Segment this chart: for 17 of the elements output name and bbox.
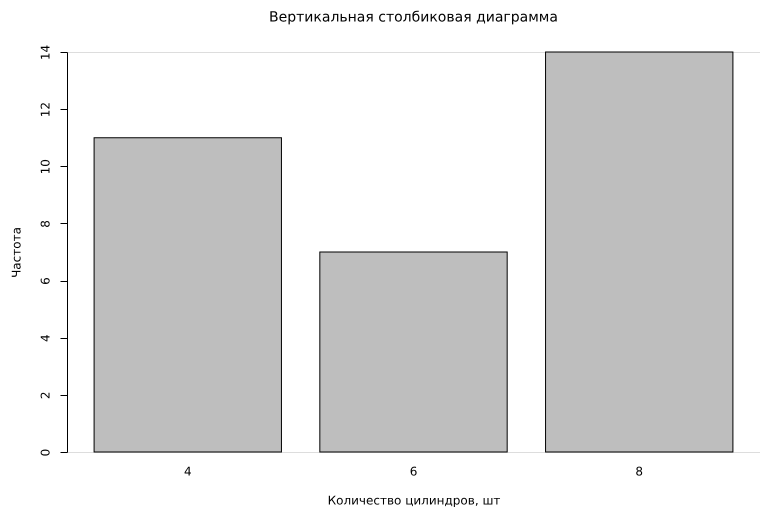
y-tick-label: 12 (38, 102, 52, 118)
y-tick-label: 14 (38, 44, 52, 60)
x-tick-label: 6 (410, 464, 418, 478)
y-tick-label: 8 (38, 220, 52, 228)
y-tick-label: 0 (38, 448, 52, 456)
y-tick-label: 10 (38, 159, 52, 174)
y-tick-label: 4 (38, 334, 52, 342)
y-tick-label: 6 (38, 277, 52, 285)
x-axis-title: Количество цилиндров, шт (328, 494, 500, 508)
y-tick-label: 2 (38, 392, 52, 400)
bar (94, 137, 282, 452)
x-tick-label: 8 (635, 464, 644, 478)
chart-title: Вертикальная столбиковая диаграмма (269, 9, 558, 26)
bar (545, 52, 734, 452)
bar (319, 252, 508, 452)
y-axis-title: Частота (10, 227, 24, 278)
x-tick-label: 4 (184, 464, 192, 478)
